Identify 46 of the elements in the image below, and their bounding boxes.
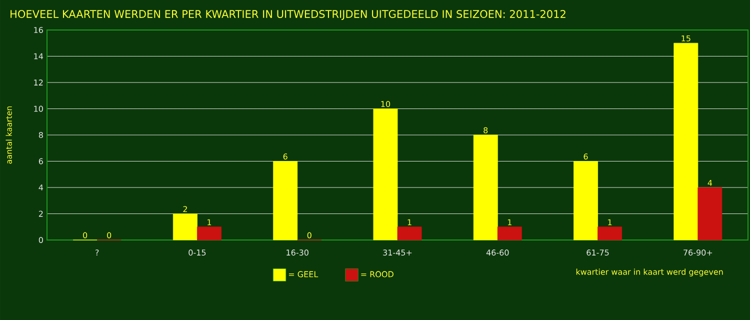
x-tick-label: 31-45+ [383, 250, 412, 256]
bar [373, 108, 398, 240]
data-label: 0 [107, 232, 112, 238]
data-label: 1 [408, 219, 412, 226]
chart-title: HOEVEEL KAARTEN WERDEN ER PER KWARTIER IN UITWEDSTRIJDEN UITGEDEELD IN SEIZOEN: 2011-2012 [10, 10, 566, 20]
y-tick-label: 4 [38, 184, 44, 190]
bar [574, 161, 598, 240]
data-label: 0 [83, 232, 88, 238]
y-tick-label: 14 [34, 53, 44, 60]
x-tick-label: 0-15 [188, 250, 206, 256]
bar [273, 161, 298, 240]
x-axis-title: kwartier waar in kaart werd gegeven [576, 268, 723, 276]
x-tick-label: 16-30 [286, 250, 308, 256]
legend-label: = GEEL [288, 271, 318, 278]
bar [497, 226, 522, 240]
bar [473, 134, 498, 240]
data-label: 1 [208, 219, 212, 226]
y-tick-label: 16 [34, 26, 43, 34]
bar [172, 214, 198, 240]
y-axis-title: aantal kaarten [6, 106, 12, 164]
y-tick-label: 0 [38, 236, 43, 244]
y-tick-label: 12 [34, 80, 43, 86]
bar [698, 187, 722, 240]
x-tick-label: ? [96, 250, 99, 256]
data-label: 10 [381, 100, 390, 108]
bar [598, 226, 622, 240]
y-tick-label: 6 [38, 158, 43, 164]
data-label: 4 [708, 180, 712, 186]
data-label: 6 [584, 153, 588, 160]
data-label: 1 [608, 219, 612, 226]
data-label: 2 [183, 206, 187, 212]
legend-label: = ROOD [361, 271, 394, 278]
data-label: 1 [508, 219, 512, 226]
y-tick-label: 2 [38, 210, 43, 217]
y-tick-label: 8 [38, 132, 43, 138]
data-label: 15 [682, 35, 690, 42]
bar [674, 42, 698, 240]
bar [197, 226, 222, 240]
x-tick-label: 46-60 [486, 250, 509, 256]
data-label: 6 [283, 153, 288, 160]
x-tick-label: 61-75 [586, 250, 609, 256]
y-tick-label: 10 [34, 106, 43, 112]
data-label: 0 [307, 232, 312, 238]
x-tick-label: 76-90+ [684, 250, 712, 256]
bar [397, 226, 422, 240]
data-label: 8 [484, 127, 488, 134]
